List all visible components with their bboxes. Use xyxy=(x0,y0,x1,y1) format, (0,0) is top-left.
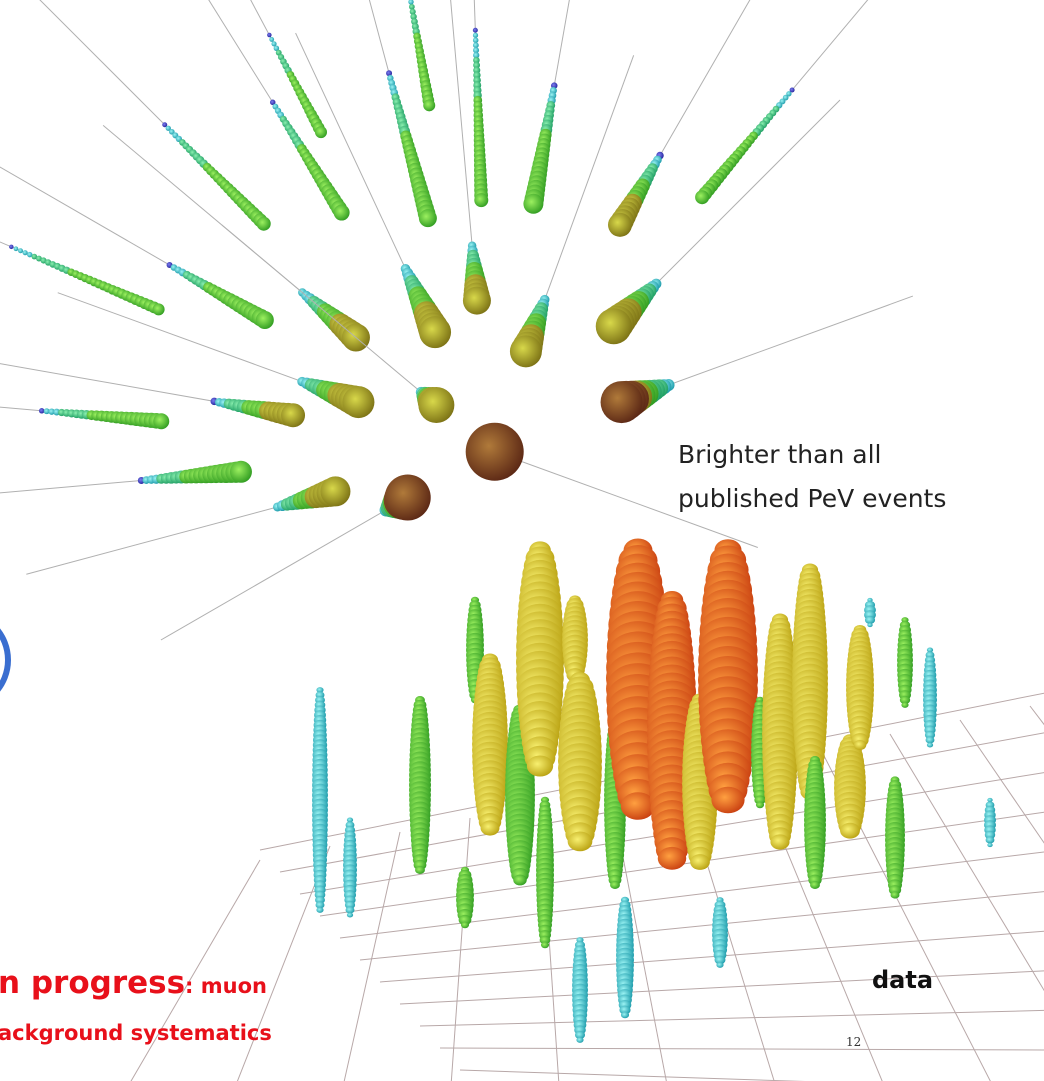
dom-hit xyxy=(347,912,353,917)
dom-hit xyxy=(419,316,451,348)
dom-hit xyxy=(513,875,527,886)
dom-hit xyxy=(608,213,632,237)
dom-hit xyxy=(596,308,632,344)
string-line xyxy=(0,145,159,309)
dom-hit xyxy=(463,287,491,315)
dom-hit xyxy=(770,834,789,849)
dom-hit xyxy=(18,248,23,253)
dom-hit xyxy=(695,190,709,204)
dom-hit xyxy=(23,250,28,255)
dom-hit xyxy=(14,246,19,251)
dom-hit xyxy=(466,423,524,481)
dom-hit xyxy=(711,787,744,814)
data-label: data xyxy=(872,966,933,994)
grid-line xyxy=(1030,706,1044,1081)
dom-hit xyxy=(153,413,169,429)
dom-hit xyxy=(927,742,933,747)
dom-hit xyxy=(316,907,323,913)
grid-line xyxy=(890,734,1044,1081)
dom-hit xyxy=(385,475,431,521)
dom-hit xyxy=(419,209,437,227)
page-number: 12 xyxy=(846,1035,861,1049)
dom-hit xyxy=(901,702,908,708)
dom-hit xyxy=(418,387,454,423)
dom-hit xyxy=(986,836,995,843)
dom-hit xyxy=(621,1012,629,1018)
note-line: n progress: muon xyxy=(0,965,267,1001)
dom-hit xyxy=(473,37,479,43)
string-line xyxy=(147,0,321,132)
dom-hit xyxy=(334,205,350,221)
dom-hit xyxy=(810,881,820,889)
dom-hit xyxy=(840,823,860,839)
dom-hit xyxy=(576,1037,583,1043)
dom-hit xyxy=(527,755,553,776)
dom-hit xyxy=(690,854,710,870)
note-line: ackground systematics xyxy=(0,1021,272,1045)
dom-hit xyxy=(473,28,478,33)
dom-hit xyxy=(230,461,252,483)
grid-line xyxy=(960,720,1044,1081)
dom-hit xyxy=(756,802,764,808)
dom-hit xyxy=(601,381,643,423)
top-view-event xyxy=(0,0,959,640)
edge-circle xyxy=(0,612,8,708)
slide: Brighter than all published PeV events n… xyxy=(0,0,1044,1081)
dom-hit xyxy=(716,962,723,968)
dom-hit xyxy=(408,0,413,5)
dom-hit xyxy=(315,126,327,138)
grid-line xyxy=(440,1048,1044,1050)
dom-hit xyxy=(409,4,415,10)
dom-hit xyxy=(474,193,488,207)
dom-hit xyxy=(854,740,867,750)
dom-hit xyxy=(867,623,872,627)
caption-line: Brighter than all xyxy=(678,440,881,469)
dom-hit xyxy=(461,922,469,928)
dom-hit xyxy=(320,476,350,506)
caption-line: published PeV events xyxy=(678,484,946,513)
grid-line xyxy=(420,1010,1044,1026)
dom-hit xyxy=(568,831,593,851)
dom-hit xyxy=(267,33,272,38)
dom-hit xyxy=(342,386,374,418)
dom-hit xyxy=(610,881,620,889)
note-text: : muon xyxy=(185,974,267,998)
string-line xyxy=(702,0,959,197)
dom-hit xyxy=(269,37,274,42)
dom-hit xyxy=(423,99,435,111)
dom-hit xyxy=(153,303,165,315)
dom-hit xyxy=(9,245,14,250)
dom-hit xyxy=(987,843,992,847)
grid-line xyxy=(400,970,1044,1004)
dom-hit xyxy=(481,820,500,835)
dom-hit xyxy=(415,866,425,874)
note-highlight: n progress xyxy=(0,965,185,1001)
dom-hit xyxy=(523,194,543,214)
dom-hit xyxy=(891,891,900,898)
dom-hit xyxy=(281,403,305,427)
string-line xyxy=(161,498,408,641)
grid-line xyxy=(380,930,1044,982)
dom-hit xyxy=(510,335,542,367)
dom-hit xyxy=(658,847,686,870)
dom-hit xyxy=(473,33,478,38)
dom-hit xyxy=(39,408,45,414)
dom-hit xyxy=(541,942,549,948)
grid-line xyxy=(460,1070,1044,1081)
dom-hit xyxy=(257,217,271,231)
dom-hit xyxy=(256,311,274,329)
